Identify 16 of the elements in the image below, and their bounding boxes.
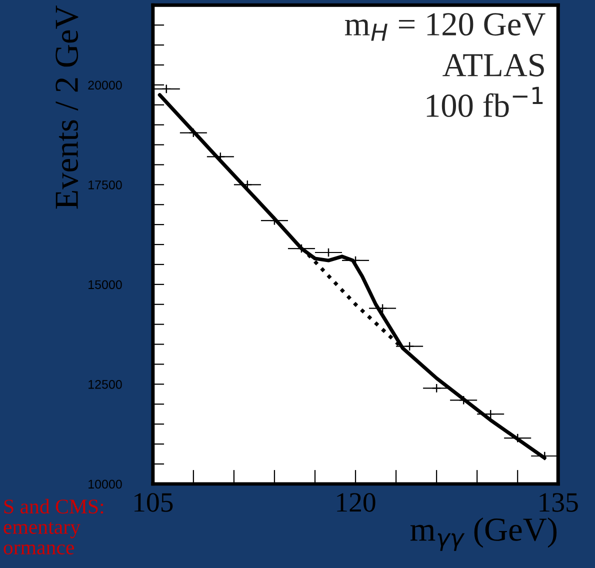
annotation: 100 fb$^{−1}$ — [426, 86, 543, 118]
text: ormance — [4, 544, 74, 554]
x-tick-label: 120 — [337, 493, 376, 512]
annotation: m$_{H}$ = 120 GeV — [344, 13, 546, 41]
text: ementary — [4, 522, 80, 538]
annotation: ATLAS — [442, 54, 544, 76]
x-axis-title: m$_{γγ}$ (GeV) — [410, 517, 557, 551]
y-tick-label: 20000 — [88, 80, 122, 90]
x-tick-label: 135 — [540, 493, 578, 512]
y-axis-title: Events / 2 GeV — [56, 5, 78, 209]
y-tick-label: 17500 — [88, 180, 122, 190]
y-tick-label: 15000 — [88, 280, 122, 290]
x-tick-label: 105 — [134, 493, 173, 512]
y-tick-label: 12500 — [88, 380, 122, 389]
y-tick-label: 10000 — [88, 480, 122, 489]
text: S and CMS: — [4, 498, 104, 514]
